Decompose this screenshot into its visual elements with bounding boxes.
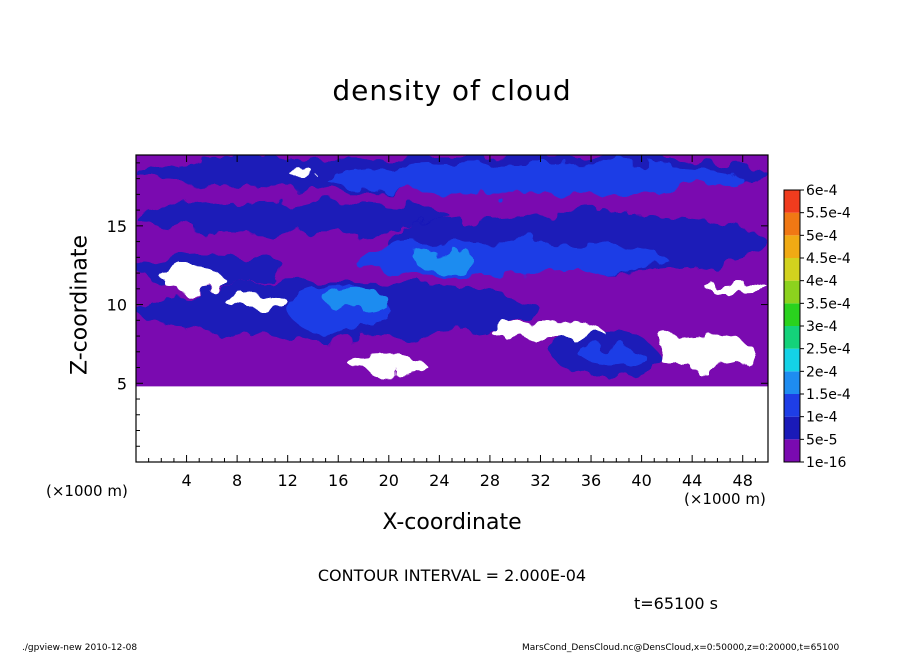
- x-tick-label: 48: [733, 471, 753, 490]
- colorbar-swatch: [784, 235, 800, 258]
- colorbar-label: 1e-16: [806, 455, 846, 471]
- y-axis-label: Z-coordinate: [67, 235, 93, 375]
- cloud-region-12: [578, 342, 642, 365]
- colorbar-swatch: [784, 394, 800, 417]
- colorbar-label: 5e-4: [806, 228, 838, 244]
- cloud-region-6: [414, 251, 478, 270]
- density-field: [136, 155, 768, 462]
- colorbar-label: 5e-5: [806, 432, 837, 448]
- footer-program: ./gpview-new 2010-12-08: [22, 643, 138, 653]
- colorbar-label: 3e-4: [806, 319, 838, 335]
- colorbar-swatch: [784, 303, 800, 326]
- clear-gap-4: [161, 269, 225, 289]
- colorbar-label: 6e-4: [806, 183, 838, 199]
- y-unit-label: (×1000 m): [46, 482, 128, 500]
- colorbar-swatch: [784, 190, 800, 213]
- x-tick-label: 28: [480, 471, 500, 490]
- x-tick-label: 44: [682, 471, 702, 490]
- cloud-region-2: [325, 162, 743, 195]
- colorbar-label: 4e-4: [806, 274, 838, 290]
- x-unit-label: (×1000 m): [684, 490, 766, 508]
- colorbar-label: 3.5e-4: [806, 296, 851, 312]
- x-axis-label: X-coordinate: [382, 510, 522, 535]
- colorbar-swatch: [784, 348, 800, 372]
- colorbar-swatch: [784, 416, 800, 440]
- y-tick-label: 10: [107, 296, 127, 315]
- colorbar-label: 1.5e-4: [806, 387, 851, 403]
- colorbar-swatch: [784, 280, 800, 304]
- colorbar-label: 2.5e-4: [806, 342, 851, 358]
- x-tick-label: 16: [328, 471, 348, 490]
- colorbar: 1e-16 5e-5 1e-4 1.5e-4 2e-4 2.5e-4 3e-4 3.5e-4 4…: [783, 183, 851, 471]
- cloud-structures: [136, 155, 768, 377]
- clear-gap-6: [224, 295, 288, 308]
- x-tick-label: 20: [379, 471, 399, 490]
- clear-gap-1: [489, 323, 604, 340]
- y-tick-label: 15: [107, 217, 127, 236]
- x-tick-label: 32: [530, 471, 550, 490]
- footer-source: MarsCond_DensCloud.nc@DensCloud,x=0:5000…: [522, 643, 840, 653]
- colorbar-swatch: [784, 258, 800, 281]
- x-tick-label: 24: [429, 471, 449, 490]
- colorbar-label: 5.5e-4: [806, 206, 851, 222]
- colorbar-swatch: [784, 371, 800, 394]
- colorbar-swatch: [784, 212, 800, 236]
- chart-title: density of cloud: [332, 74, 572, 107]
- cloud-region-5: [350, 241, 667, 277]
- x-tick-label: 8: [232, 471, 242, 490]
- contour-interval-note: CONTOUR INTERVAL = 2.000E-04: [317, 566, 587, 585]
- cloud-region-10: [325, 288, 389, 313]
- colorbar-swatch: [784, 439, 800, 462]
- x-tick-label: 12: [278, 471, 298, 490]
- x-tick-label: 40: [631, 471, 651, 490]
- colorbar-swatch: [784, 326, 800, 349]
- y-tick-label: 5: [117, 374, 127, 393]
- x-tick-label: 36: [581, 471, 601, 490]
- colorbar-label: 1e-4: [806, 410, 838, 426]
- clear-gap-5: [704, 282, 768, 292]
- time-stamp: t=65100 s: [634, 594, 718, 613]
- clear-sky-below: [136, 386, 768, 462]
- clear-gap-7: [287, 167, 313, 176]
- clear-gap-3: [350, 358, 427, 374]
- colorbar-label: 4.5e-4: [806, 251, 851, 267]
- x-axis: 4 8 12 16 20 24 28 32 36 40 44 48: [148, 155, 756, 490]
- y-axis: 5 10 15: [107, 162, 768, 447]
- cloud-region-3: [136, 202, 452, 234]
- colorbar-label: 2e-4: [806, 364, 838, 380]
- clear-gap-2: [654, 336, 756, 368]
- x-tick-label: 4: [181, 471, 191, 490]
